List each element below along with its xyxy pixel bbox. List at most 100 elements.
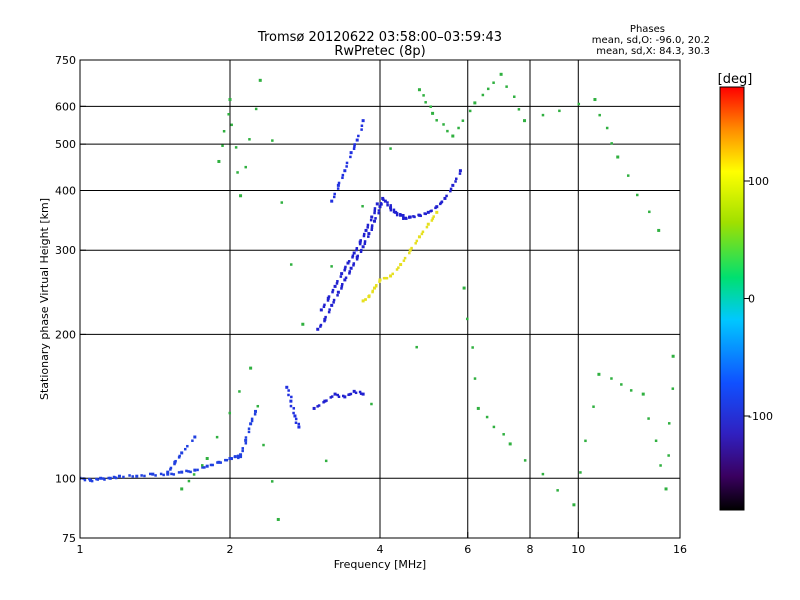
data-point bbox=[219, 461, 222, 464]
data-point bbox=[386, 203, 389, 207]
data-point bbox=[584, 439, 587, 443]
data-point bbox=[103, 478, 106, 481]
data-point bbox=[345, 161, 349, 165]
data-point bbox=[244, 438, 248, 442]
data-point bbox=[399, 263, 403, 267]
data-point bbox=[517, 108, 521, 111]
data-point bbox=[294, 417, 298, 421]
data-point bbox=[285, 385, 289, 389]
data-point bbox=[357, 134, 360, 138]
data-point bbox=[187, 470, 190, 473]
data-point bbox=[346, 261, 350, 265]
data-point bbox=[364, 228, 368, 232]
data-point bbox=[345, 165, 348, 168]
data-point bbox=[250, 419, 254, 423]
data-point bbox=[166, 470, 170, 474]
data-point bbox=[462, 286, 466, 290]
data-point bbox=[667, 454, 670, 457]
data-point bbox=[333, 284, 337, 288]
data-point bbox=[654, 439, 658, 443]
data-point bbox=[348, 270, 352, 273]
data-point bbox=[430, 209, 433, 213]
data-point bbox=[239, 455, 243, 459]
data-point bbox=[572, 503, 576, 507]
data-point bbox=[349, 151, 353, 155]
data-point bbox=[270, 480, 274, 483]
data-point bbox=[363, 240, 367, 243]
data-point bbox=[211, 463, 214, 467]
x-axis-label: Frequency [MHz] bbox=[334, 558, 426, 571]
data-point bbox=[230, 457, 233, 461]
data-point bbox=[361, 392, 365, 396]
data-point bbox=[323, 399, 327, 403]
data-point bbox=[405, 217, 408, 220]
data-point bbox=[523, 459, 527, 462]
data-point bbox=[377, 209, 381, 212]
data-point bbox=[99, 476, 103, 480]
data-point bbox=[399, 213, 403, 217]
data-point bbox=[508, 442, 512, 446]
data-point bbox=[234, 146, 238, 149]
data-point bbox=[253, 413, 257, 416]
data-point bbox=[368, 294, 371, 297]
data-point bbox=[221, 144, 224, 147]
data-point bbox=[422, 94, 425, 97]
data-point bbox=[389, 204, 392, 207]
data-point bbox=[191, 439, 194, 442]
data-point bbox=[205, 464, 209, 468]
x-tick-label: 10 bbox=[571, 543, 585, 556]
data-point bbox=[201, 466, 204, 469]
data-point bbox=[317, 404, 321, 407]
data-point bbox=[349, 155, 352, 159]
data-point bbox=[203, 466, 206, 469]
data-point bbox=[362, 232, 366, 236]
data-point bbox=[397, 266, 400, 269]
data-point bbox=[636, 193, 639, 197]
data-point bbox=[205, 456, 209, 460]
data-point bbox=[217, 460, 221, 464]
data-point bbox=[183, 447, 187, 451]
data-point bbox=[389, 147, 392, 150]
data-point bbox=[499, 72, 503, 76]
data-point bbox=[151, 472, 155, 476]
data-point bbox=[180, 470, 184, 474]
data-point bbox=[166, 472, 170, 476]
data-point bbox=[340, 272, 344, 276]
data-point bbox=[224, 458, 227, 462]
data-point bbox=[417, 213, 421, 217]
data-point bbox=[343, 278, 347, 282]
data-point bbox=[352, 264, 355, 267]
data-point bbox=[429, 105, 432, 108]
data-point bbox=[330, 303, 334, 307]
data-point bbox=[435, 205, 439, 209]
data-point bbox=[222, 129, 226, 133]
data-point bbox=[358, 242, 362, 246]
x-tick-label: 1 bbox=[77, 543, 84, 556]
data-point bbox=[154, 474, 157, 477]
data-point bbox=[169, 468, 172, 471]
data-point bbox=[341, 176, 344, 180]
data-point bbox=[664, 487, 668, 491]
data-point bbox=[457, 126, 460, 130]
data-point bbox=[322, 305, 326, 309]
data-point bbox=[237, 456, 240, 460]
colorbar-label: [deg] bbox=[718, 72, 753, 87]
data-point bbox=[239, 453, 243, 457]
data-point bbox=[391, 272, 394, 276]
data-point bbox=[185, 469, 188, 473]
data-point bbox=[597, 372, 601, 376]
data-point bbox=[629, 389, 633, 392]
data-point bbox=[426, 210, 430, 214]
data-point bbox=[241, 447, 245, 450]
data-point bbox=[319, 323, 323, 327]
data-point bbox=[370, 226, 374, 229]
data-point bbox=[225, 458, 229, 462]
data-point bbox=[359, 250, 363, 254]
data-point bbox=[343, 267, 347, 270]
data-point bbox=[355, 248, 358, 252]
y-tick-label: 500 bbox=[55, 138, 76, 151]
data-point bbox=[323, 319, 326, 323]
data-point bbox=[328, 308, 331, 311]
data-point bbox=[449, 187, 453, 191]
data-point bbox=[319, 308, 323, 312]
